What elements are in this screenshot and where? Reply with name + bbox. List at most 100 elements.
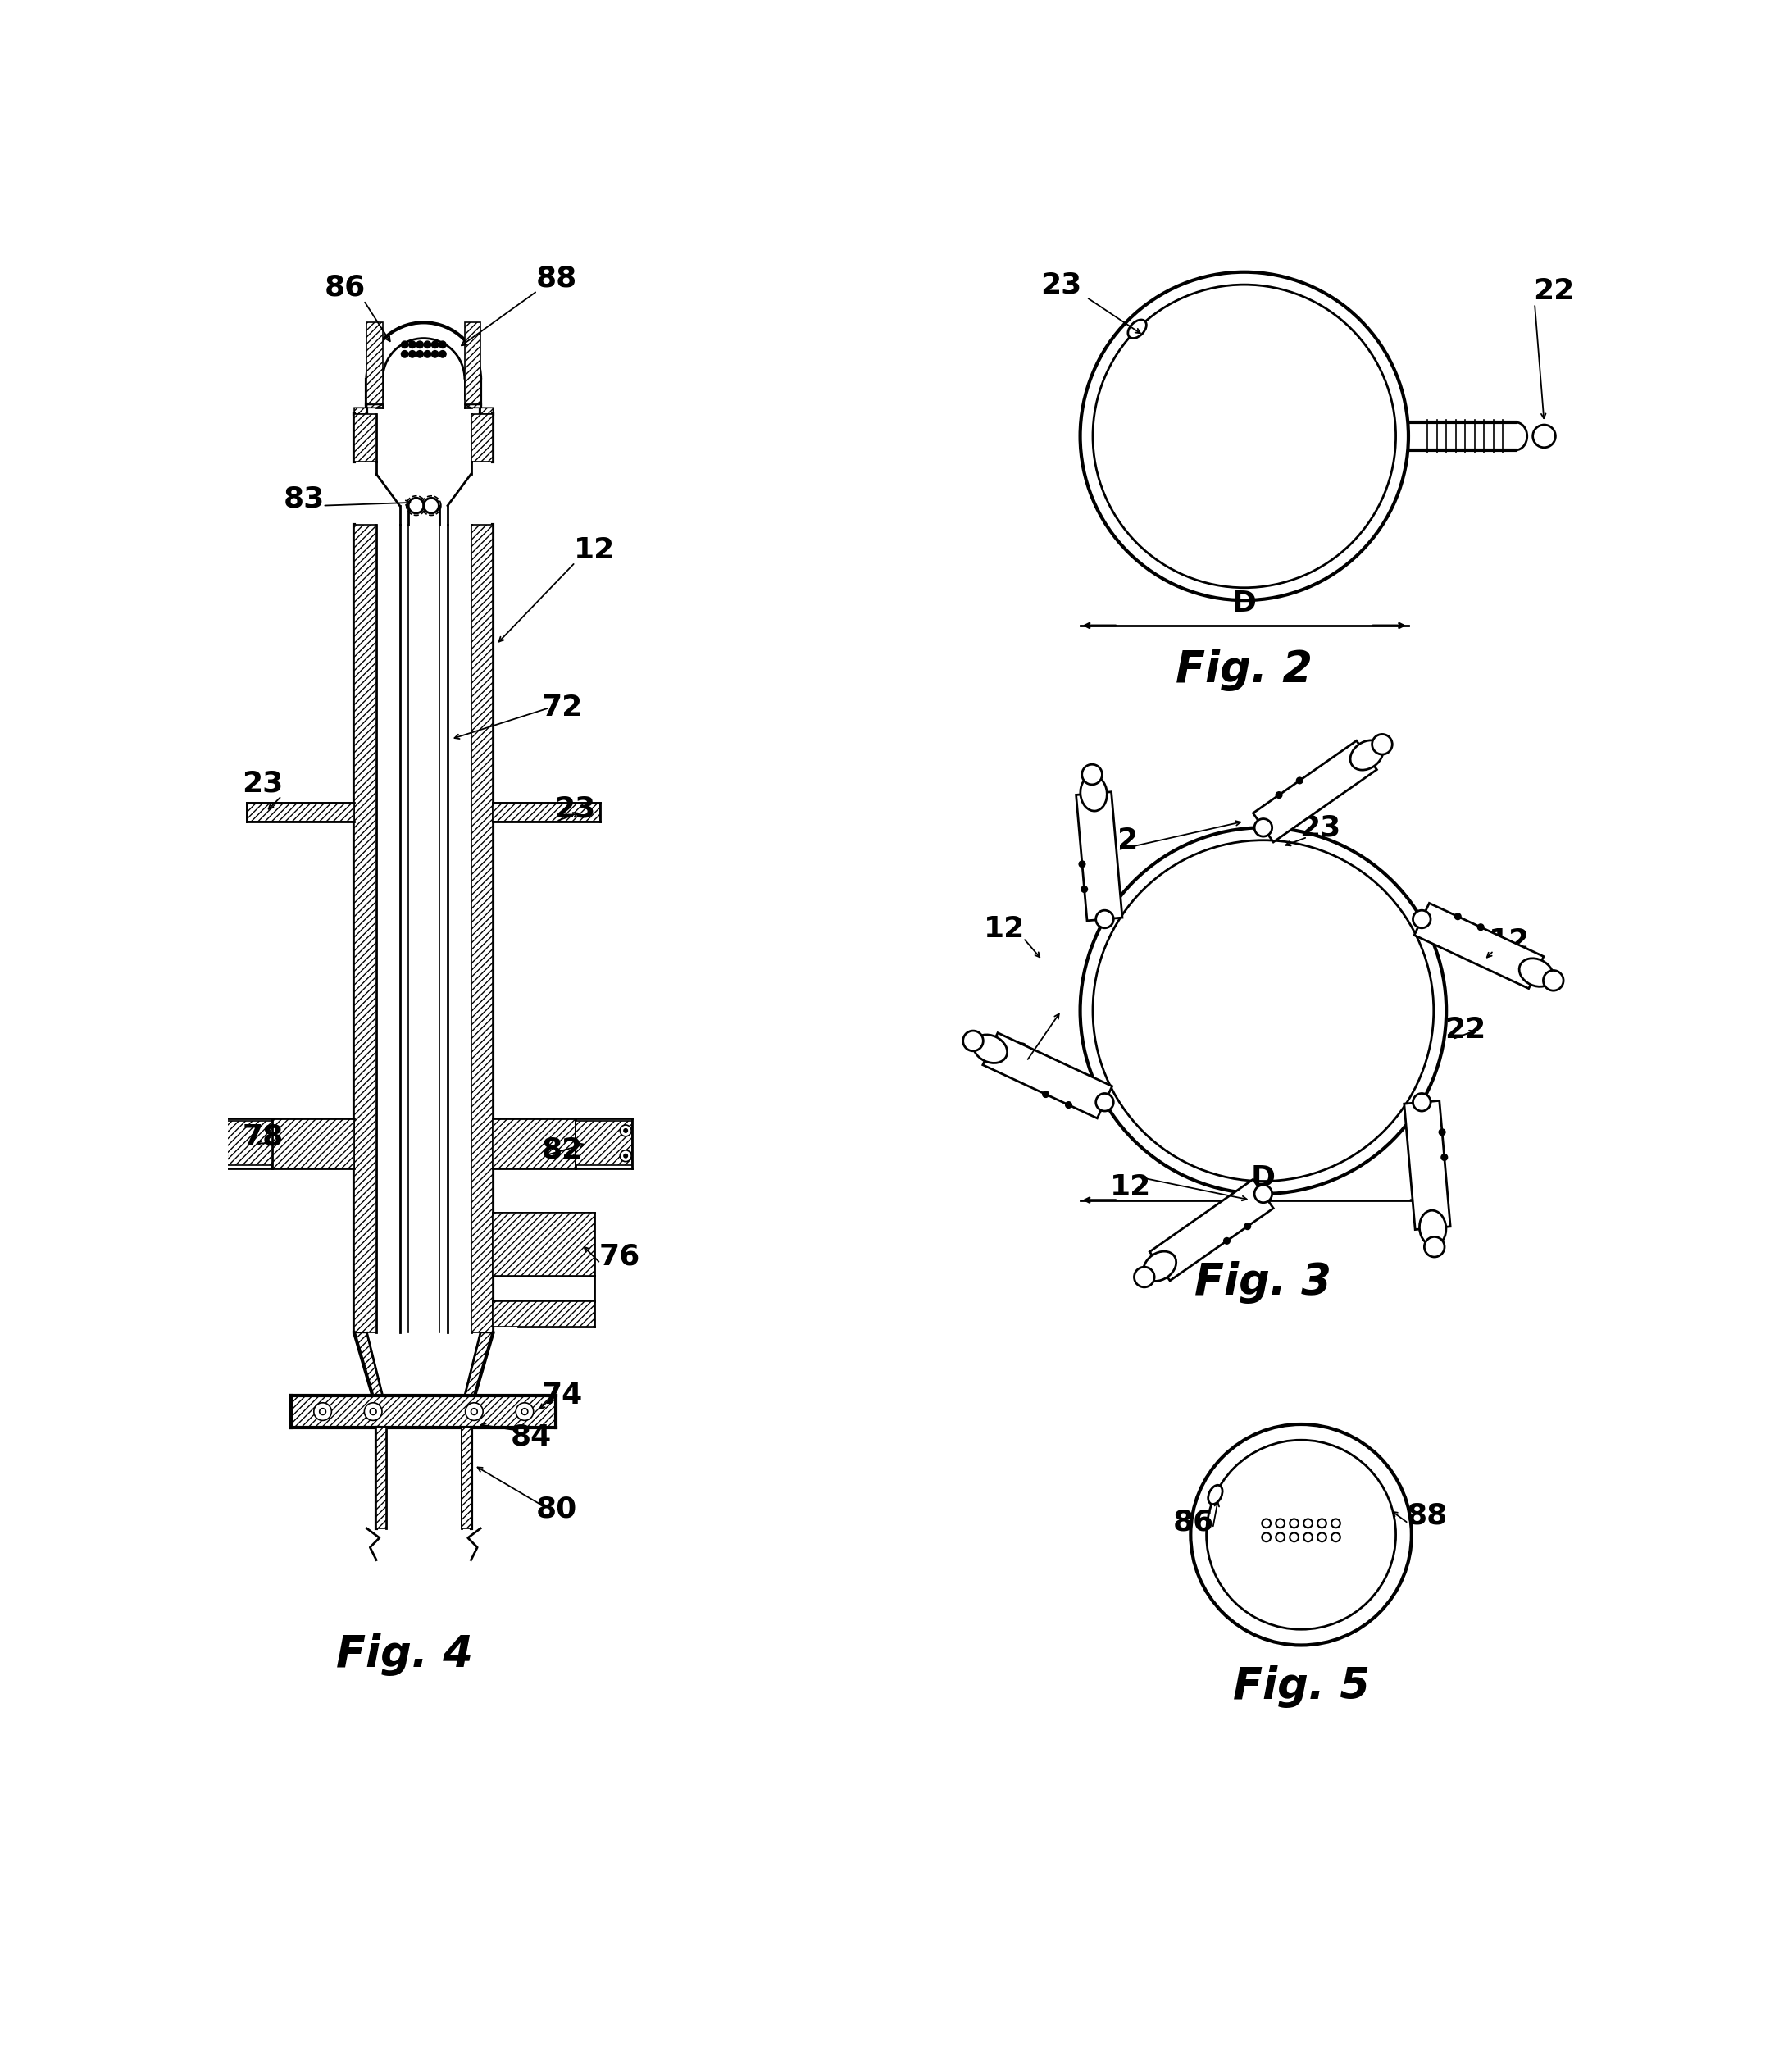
Text: 12: 12 (1489, 928, 1531, 955)
Text: 72: 72 (542, 694, 583, 721)
Polygon shape (1150, 1179, 1273, 1280)
Circle shape (624, 1129, 628, 1133)
Bar (291, 1397, 556, 1428)
Text: Fig. 2: Fig. 2 (1177, 649, 1312, 692)
Polygon shape (1253, 740, 1377, 841)
Text: 76: 76 (599, 1243, 640, 1270)
Circle shape (1477, 924, 1484, 930)
Text: 80: 80 (536, 1496, 578, 1523)
Circle shape (1096, 910, 1114, 928)
Circle shape (409, 350, 417, 358)
Circle shape (1277, 792, 1282, 798)
Polygon shape (465, 404, 493, 414)
Circle shape (417, 350, 424, 358)
Circle shape (1080, 271, 1409, 601)
Text: 23: 23 (1041, 271, 1082, 298)
Circle shape (1425, 1237, 1445, 1258)
Bar (493, 802, 601, 821)
Bar (470, 524, 493, 1332)
Circle shape (1094, 286, 1395, 586)
Circle shape (1244, 1222, 1250, 1229)
Bar (576, 1121, 631, 1164)
Ellipse shape (1080, 775, 1107, 810)
Circle shape (408, 497, 424, 514)
Polygon shape (354, 1332, 386, 1409)
Ellipse shape (1420, 1210, 1446, 1245)
Circle shape (320, 1409, 325, 1415)
Circle shape (1082, 765, 1101, 785)
Circle shape (1318, 1519, 1327, 1527)
Circle shape (1289, 1519, 1298, 1527)
Circle shape (620, 1125, 631, 1135)
Text: 86: 86 (324, 274, 365, 303)
Bar (367, 323, 383, 404)
Polygon shape (1414, 903, 1543, 988)
Circle shape (216, 1125, 227, 1135)
Text: 23: 23 (1300, 814, 1341, 841)
Circle shape (465, 1403, 483, 1421)
Ellipse shape (1520, 959, 1554, 986)
Circle shape (1371, 733, 1393, 754)
Circle shape (220, 1154, 224, 1158)
Circle shape (1080, 827, 1446, 1193)
Circle shape (1255, 818, 1271, 837)
Circle shape (401, 350, 408, 358)
Circle shape (1096, 1094, 1114, 1111)
Circle shape (515, 1403, 533, 1421)
Circle shape (440, 342, 445, 348)
Circle shape (1092, 284, 1396, 588)
Text: 23: 23 (554, 796, 595, 823)
Circle shape (1042, 1092, 1050, 1098)
Circle shape (220, 1129, 224, 1133)
Text: 12: 12 (991, 1040, 1032, 1069)
Bar (470, 414, 493, 462)
Bar (493, 1119, 576, 1169)
Bar (354, 524, 375, 1332)
Text: Fig. 4: Fig. 4 (336, 1633, 474, 1676)
Text: 12: 12 (574, 537, 615, 564)
Bar (461, 1428, 470, 1529)
Circle shape (1318, 1533, 1327, 1542)
Circle shape (1413, 910, 1430, 928)
Circle shape (964, 1030, 983, 1051)
Ellipse shape (1209, 1486, 1223, 1504)
Circle shape (624, 1154, 628, 1158)
Circle shape (1289, 1533, 1298, 1542)
Text: D: D (1232, 591, 1257, 617)
Circle shape (470, 1409, 477, 1415)
Circle shape (1262, 1533, 1271, 1542)
Text: 86: 86 (1173, 1508, 1214, 1535)
Circle shape (1296, 777, 1303, 783)
Circle shape (1455, 914, 1461, 920)
Text: 12: 12 (1098, 827, 1139, 854)
Polygon shape (354, 404, 383, 414)
Circle shape (401, 342, 408, 348)
Text: 23: 23 (241, 769, 283, 798)
Circle shape (431, 342, 438, 348)
Circle shape (216, 1150, 227, 1162)
Bar (354, 414, 375, 462)
Ellipse shape (1350, 740, 1382, 771)
Bar (465, 323, 481, 404)
Circle shape (417, 342, 424, 348)
Circle shape (1082, 887, 1087, 893)
Circle shape (424, 350, 431, 358)
Bar (493, 1212, 594, 1276)
Circle shape (431, 350, 438, 358)
Text: 12: 12 (983, 914, 1025, 943)
Polygon shape (1076, 792, 1123, 920)
Text: Fig. 5: Fig. 5 (1232, 1666, 1370, 1707)
Text: Fig. 3: Fig. 3 (1194, 1262, 1332, 1303)
Ellipse shape (1128, 319, 1146, 338)
Circle shape (1092, 841, 1434, 1181)
Text: 22: 22 (1532, 278, 1573, 305)
Circle shape (1439, 1129, 1445, 1135)
Text: 78: 78 (241, 1123, 283, 1150)
Circle shape (1094, 841, 1432, 1181)
Bar (272, 1119, 354, 1169)
Circle shape (1134, 1266, 1155, 1287)
Circle shape (1332, 1519, 1341, 1527)
Text: 83: 83 (283, 485, 324, 514)
Circle shape (1207, 1440, 1396, 1629)
Circle shape (424, 342, 431, 348)
